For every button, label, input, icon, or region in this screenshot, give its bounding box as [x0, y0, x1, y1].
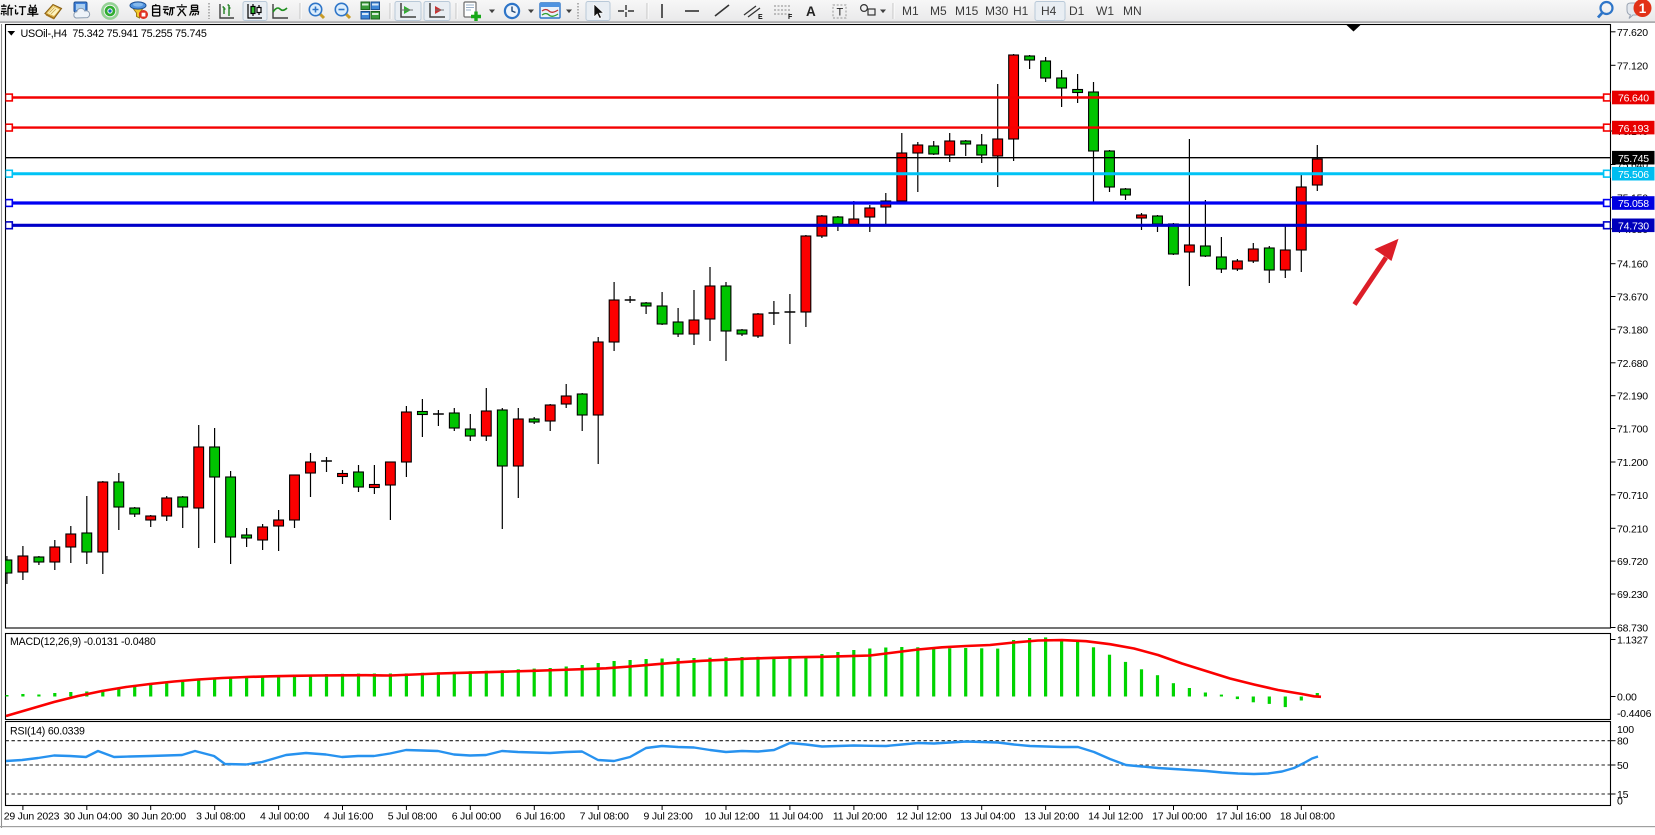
svg-text:76.640: 76.640 — [1618, 93, 1649, 105]
svg-text:75.745: 75.745 — [1618, 153, 1649, 165]
svg-text:12 Jul 12:00: 12 Jul 12:00 — [896, 811, 951, 823]
svg-text:11 Jul 20:00: 11 Jul 20:00 — [833, 811, 887, 823]
svg-text:-0.4406: -0.4406 — [1617, 708, 1652, 720]
svg-text:1: 1 — [1639, 1, 1647, 16]
svg-text:T: T — [837, 7, 844, 19]
svg-text:50: 50 — [1617, 760, 1629, 772]
svg-text:D1: D1 — [1069, 4, 1085, 18]
svg-text:75.058: 75.058 — [1618, 198, 1649, 210]
svg-text:11 Jul 04:00: 11 Jul 04:00 — [769, 811, 823, 823]
svg-text:100: 100 — [1617, 724, 1634, 736]
svg-text:14 Jul 12:00: 14 Jul 12:00 — [1088, 811, 1143, 823]
svg-text:71.700: 71.700 — [1617, 424, 1648, 436]
svg-text:MACD(12,26,9) -0.0131 -0.0480: MACD(12,26,9) -0.0131 -0.0480 — [10, 636, 156, 648]
svg-text:70.710: 70.710 — [1617, 490, 1648, 502]
svg-text:70.210: 70.210 — [1617, 523, 1648, 535]
svg-text:H4: H4 — [1041, 4, 1057, 18]
svg-text:29 Jun 2023: 29 Jun 2023 — [4, 811, 60, 823]
svg-text:9 Jul 23:00: 9 Jul 23:00 — [644, 811, 694, 823]
svg-text:7 Jul 08:00: 7 Jul 08:00 — [580, 811, 630, 823]
svg-text:E: E — [758, 14, 763, 21]
svg-text:15: 15 — [1617, 789, 1629, 801]
svg-text:30 Jun 20:00: 30 Jun 20:00 — [128, 811, 187, 823]
svg-text:13 Jul 04:00: 13 Jul 04:00 — [960, 811, 1015, 823]
svg-text:76.193: 76.193 — [1618, 123, 1649, 135]
svg-text:69.230: 69.230 — [1617, 589, 1648, 601]
svg-text:71.200: 71.200 — [1617, 457, 1648, 469]
svg-text:RSI(14) 60.0339: RSI(14) 60.0339 — [10, 725, 85, 737]
svg-text:10 Jul 12:00: 10 Jul 12:00 — [705, 811, 760, 823]
svg-text:MN: MN — [1123, 4, 1142, 18]
svg-text:H1: H1 — [1013, 4, 1029, 18]
svg-text:0.00: 0.00 — [1617, 692, 1637, 704]
svg-text:75.506: 75.506 — [1618, 169, 1649, 181]
svg-text:A: A — [806, 4, 816, 19]
svg-text:M5: M5 — [930, 4, 947, 18]
svg-text:73.180: 73.180 — [1617, 324, 1648, 336]
svg-text:77.620: 77.620 — [1617, 27, 1648, 39]
svg-text:4 Jul 00:00: 4 Jul 00:00 — [260, 811, 310, 823]
svg-text:5 Jul 08:00: 5 Jul 08:00 — [388, 811, 438, 823]
svg-text:80: 80 — [1617, 736, 1629, 748]
svg-text:M30: M30 — [985, 4, 1009, 18]
svg-text:17 Jul 00:00: 17 Jul 00:00 — [1152, 811, 1207, 823]
svg-text:72.680: 72.680 — [1617, 358, 1648, 370]
svg-text:74.160: 74.160 — [1617, 259, 1648, 271]
svg-text:4 Jul 16:00: 4 Jul 16:00 — [324, 811, 374, 823]
svg-text:1.1327: 1.1327 — [1617, 635, 1648, 647]
svg-text:30 Jun 04:00: 30 Jun 04:00 — [64, 811, 123, 823]
svg-text:0: 0 — [1617, 796, 1623, 808]
svg-text:68.730: 68.730 — [1617, 623, 1648, 635]
svg-text:72.190: 72.190 — [1617, 391, 1648, 403]
svg-text:74.730: 74.730 — [1618, 221, 1649, 233]
svg-text:77.120: 77.120 — [1617, 60, 1648, 72]
svg-text:17 Jul 16:00: 17 Jul 16:00 — [1216, 811, 1271, 823]
svg-text:13 Jul 20:00: 13 Jul 20:00 — [1024, 811, 1079, 823]
svg-text:F: F — [788, 14, 793, 21]
svg-text:6 Jul 16:00: 6 Jul 16:00 — [516, 811, 566, 823]
svg-text:6 Jul 00:00: 6 Jul 00:00 — [452, 811, 502, 823]
svg-text:69.720: 69.720 — [1617, 556, 1648, 568]
svg-text:USOil-,H4 75.342 75.941 75.25: USOil-,H4 75.342 75.941 75.255 75.745 — [21, 28, 207, 40]
svg-text:M15: M15 — [955, 4, 979, 18]
svg-text:M1: M1 — [902, 4, 919, 18]
svg-text:W1: W1 — [1096, 4, 1114, 18]
svg-text:3 Jul 08:00: 3 Jul 08:00 — [196, 811, 246, 823]
svg-text:73.670: 73.670 — [1617, 292, 1648, 304]
svg-text:18 Jul 08:00: 18 Jul 08:00 — [1280, 811, 1335, 823]
